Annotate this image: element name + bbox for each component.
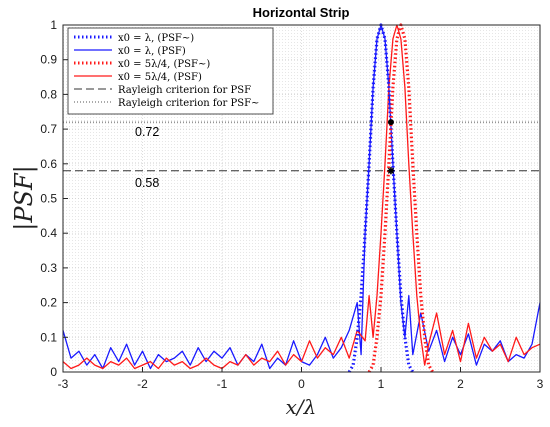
- y-tick-label: 0.4: [40, 226, 57, 240]
- series-line-2: [62, 24, 541, 370]
- x-tick-label: -3: [58, 377, 69, 391]
- x-tick-label: -2: [137, 377, 148, 391]
- reference-lines: [63, 121, 540, 172]
- y-tick-label: 0: [50, 365, 57, 379]
- y-tick-label: 0.1: [40, 330, 57, 344]
- marker-circle: [387, 119, 394, 126]
- y-tick-label: 0.3: [40, 261, 57, 275]
- y-axis-label: |PSF|: [10, 165, 39, 230]
- axis-ticks: -3 -2 -1 0 1 2 3 0 0.1 0.2 0.3 0.4 0.5 0.6 0.7 0.8 0.9 1: [40, 18, 543, 391]
- y-tick-label: 1: [50, 18, 57, 32]
- marker-asterisk: [387, 167, 395, 175]
- legend-label-2: x0 = λ, (PSF): [118, 46, 186, 57]
- y-tick-label: 0.7: [40, 122, 57, 136]
- y-tick-label: 0.9: [40, 53, 57, 67]
- y-tick-label: 0.6: [40, 157, 57, 171]
- x-tick-label: -1: [217, 377, 228, 391]
- legend-label-4: x0 = 5λ/4, (PSF): [118, 72, 202, 83]
- x-tick-label: 2: [457, 377, 464, 391]
- legend-label-1: x0 = λ, (PSF~): [118, 33, 194, 44]
- y-tick-label: 0.2: [40, 296, 57, 310]
- annotation-072: 0.72: [135, 125, 159, 139]
- chart-title: Horizontal Strip: [253, 5, 350, 20]
- y-tick-label: 0.5: [40, 192, 57, 206]
- x-tick-label: 0: [298, 377, 305, 391]
- x-tick-label: 1: [378, 377, 385, 391]
- intersection-markers: [387, 119, 395, 175]
- legend: x0 = λ, (PSF~) x0 = λ, (PSF) x0 = 5λ/4, …: [67, 27, 274, 115]
- x-axis-label: x/λ: [286, 395, 317, 419]
- legend-box: [67, 27, 274, 115]
- series-line-4: [62, 24, 541, 370]
- legend-label-5: Rayleigh criterion for PSF: [118, 85, 251, 96]
- annotation-058: 0.58: [135, 176, 159, 190]
- legend-label-3: x0 = 5λ/4, (PSF~): [118, 59, 210, 70]
- y-tick-label: 0.8: [40, 87, 57, 101]
- x-tick-label: 3: [537, 377, 544, 391]
- legend-label-6: Rayleigh criterion for PSF~: [118, 98, 259, 109]
